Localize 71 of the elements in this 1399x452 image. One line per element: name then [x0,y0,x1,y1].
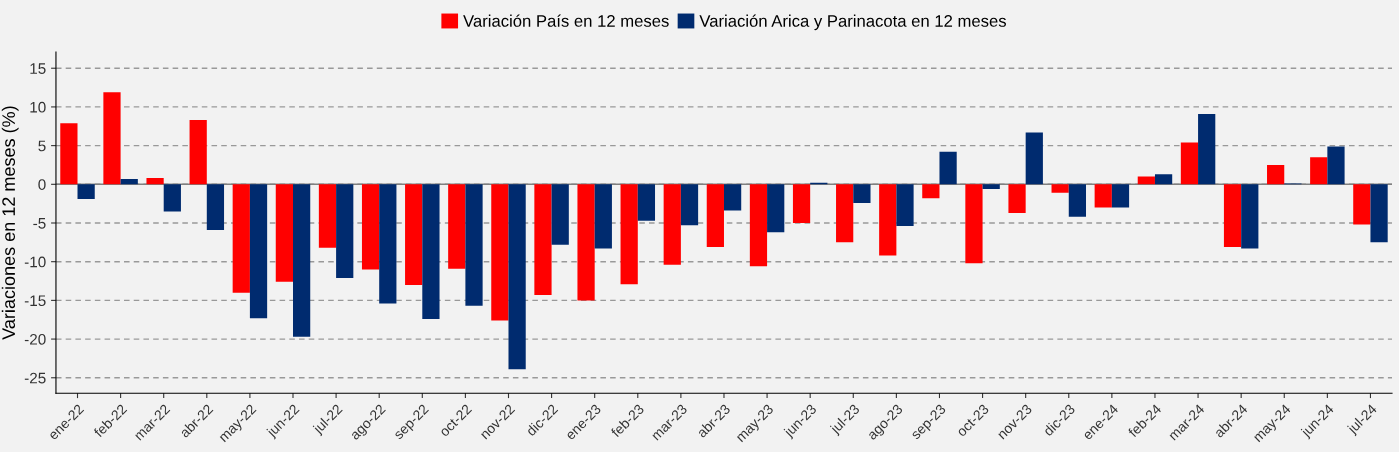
bar [1068,184,1087,217]
y-tick-label: -25 [24,372,46,384]
legend-label: Variación Arica y Parinacota en 12 meses [699,14,1006,31]
bar [1008,184,1026,213]
y-axis-title: Variaciones en 12 meses (%) [1,106,19,340]
bar [491,184,509,321]
bar [1223,184,1242,247]
y-tick-label: 0 [38,179,46,190]
bar [939,151,957,185]
bar [120,178,138,185]
bar [1025,132,1043,185]
y-tick-label: 5 [38,140,46,152]
bar [448,184,466,269]
bar [1111,184,1130,208]
bar [680,184,699,226]
bar [146,178,164,185]
bar [1327,146,1345,185]
bar [189,120,207,185]
bar [60,123,78,185]
bar [508,184,526,370]
bar [465,184,483,306]
bar [1370,184,1388,243]
bar [206,184,225,230]
bar [896,184,914,227]
bar [318,184,337,248]
bar [767,184,785,233]
bar [336,184,354,278]
bar [723,184,742,211]
bar [749,184,768,267]
bar [163,184,181,212]
bar [965,184,983,264]
bar [232,184,250,293]
bar [577,184,595,301]
bar [275,184,293,282]
y-tick-label: 10 [30,101,46,113]
bar [1051,184,1069,193]
bar [879,184,897,256]
bar [422,184,440,319]
bar [922,184,940,199]
bar [551,184,569,245]
bar [1267,164,1285,185]
bar [1241,184,1259,249]
bar [1353,184,1371,225]
bar [77,184,95,200]
bar [405,184,423,285]
bar [361,184,380,270]
bar [663,184,681,265]
bar [1180,142,1199,185]
y-tick-label: -20 [24,333,46,345]
legend-label: Variación País en 12 meses [463,14,669,27]
bar [249,184,268,319]
bar [853,184,871,203]
bar [594,184,612,249]
bar [792,184,811,223]
bar [103,92,121,185]
bar [1310,157,1328,185]
bar [620,184,638,285]
y-tick-label: -15 [24,295,46,307]
bar [982,184,1000,189]
bar [1094,184,1112,208]
bar [379,184,397,304]
bar [706,184,724,247]
bar [534,184,552,295]
bar [637,184,656,221]
bar [836,184,854,243]
y-tick-label: -10 [24,256,46,268]
bar [293,184,311,337]
bar [1154,174,1173,185]
y-tick-label: -5 [33,218,46,229]
bar [1198,113,1216,185]
y-tick-label: 15 [30,63,46,74]
